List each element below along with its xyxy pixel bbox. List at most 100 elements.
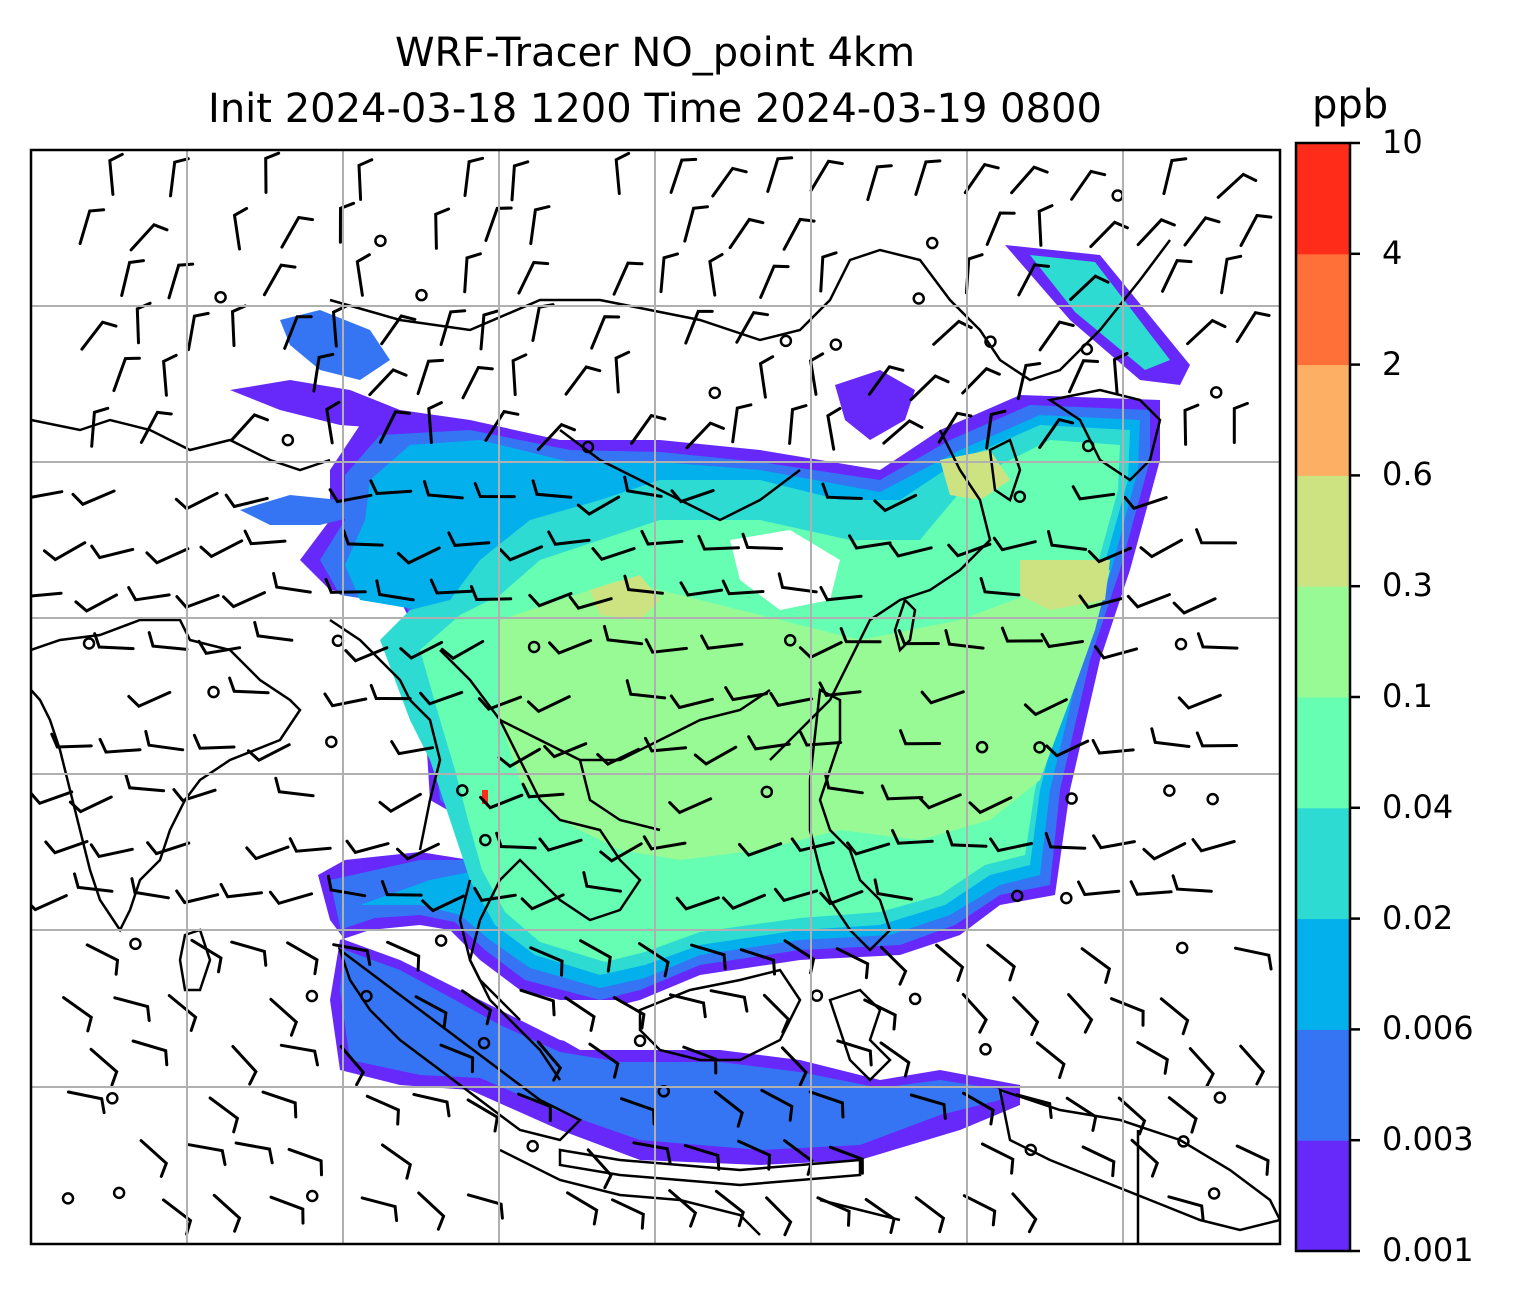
wind-barb: [286, 941, 319, 976]
wind-barb: [1171, 874, 1213, 893]
wind-barb: [777, 572, 818, 594]
colorbar-tick-label: 0.001: [1382, 1231, 1474, 1269]
wind-barb: [880, 784, 924, 801]
wind-barb: [1065, 1096, 1098, 1132]
wind-barb: [473, 886, 517, 903]
wind-barb: [769, 691, 814, 707]
wind-barb: [816, 1196, 851, 1227]
wind-barb: [434, 207, 451, 250]
wind-barb: [369, 683, 412, 701]
wind-barb: [1023, 698, 1068, 717]
calm-marker: [456, 784, 469, 797]
wind-barb: [419, 690, 464, 706]
field-ne-streak-inner: [1030, 255, 1170, 370]
calm-marker: [61, 1192, 75, 1205]
wind-barb: [1191, 838, 1236, 853]
calm-marker: [1177, 1135, 1190, 1148]
wind-barb: [323, 692, 368, 708]
colorbar-tick-label: 0.003: [1382, 1120, 1474, 1159]
wind-barb: [253, 620, 294, 642]
wind-barb: [683, 205, 709, 243]
field-hotspot: [482, 790, 488, 804]
wind-barb: [979, 576, 1021, 597]
wind-barb: [566, 1191, 599, 1226]
wind-barb: [272, 572, 312, 594]
wind-barb: [867, 365, 905, 396]
wind-barb: [312, 352, 335, 393]
wind-barb: [819, 251, 838, 293]
colorbar-tick-label: 0.1: [1382, 677, 1433, 715]
wind-barb: [192, 733, 236, 750]
wind-barb: [230, 413, 269, 442]
wind-barb: [1081, 1145, 1116, 1178]
wind-barb: [423, 480, 464, 500]
wind-barb: [873, 493, 918, 513]
wind-barb: [1162, 157, 1188, 196]
wind-barb: [848, 534, 892, 550]
calm-marker: [374, 234, 387, 248]
wind-barb: [274, 776, 315, 798]
wind-barb: [269, 997, 299, 1037]
wind-barb: [1010, 165, 1049, 195]
wind-barb: [325, 400, 341, 445]
map-frame: [29, 148, 1282, 1246]
wind-barb: [439, 1043, 475, 1074]
wind-barb: [517, 1092, 552, 1122]
wind-barb: [222, 591, 266, 609]
wind-barb: [808, 1090, 845, 1119]
wind-barb: [1183, 403, 1200, 446]
wind-barb: [564, 365, 602, 396]
wind-barb: [479, 309, 499, 351]
wind-barb: [399, 640, 444, 660]
wind-barb: [231, 1045, 258, 1086]
wind-barb: [714, 1189, 745, 1228]
calm-marker: [760, 785, 774, 799]
wind-barb: [920, 690, 965, 705]
wind-barb: [98, 737, 142, 754]
wind-barb: [360, 1196, 399, 1222]
calm-marker: [477, 1036, 491, 1050]
wind-barb: [1167, 1195, 1205, 1222]
wind-barb: [640, 529, 684, 546]
wind-barb: [1011, 1192, 1038, 1234]
wind-barb: [427, 401, 443, 444]
wind-barb: [760, 1088, 794, 1122]
wind-barb: [961, 366, 1001, 395]
wind-barb: [526, 695, 571, 714]
field-gap-bay: [540, 1000, 660, 1050]
wind-barb: [521, 782, 565, 799]
wind-barb: [1069, 274, 1110, 301]
wind-barb: [568, 595, 613, 610]
wind-barb: [623, 475, 663, 498]
wind-barb: [809, 159, 844, 192]
wind-barb: [669, 993, 707, 1019]
wind-barb: [187, 1143, 227, 1166]
wind-barb: [986, 943, 1016, 982]
wind-barb: [737, 1139, 772, 1171]
wind-barb: [342, 529, 384, 547]
wind-barb: [685, 421, 725, 450]
wind-barb: [1015, 1093, 1053, 1119]
wind-barb: [836, 1039, 873, 1067]
wind-barb: [332, 943, 372, 966]
wind-barb: [120, 259, 145, 297]
field-olive-layer-east: [1020, 560, 1110, 610]
wind-barb: [586, 1148, 613, 1190]
wind-barb: [985, 409, 1007, 450]
wind-barb: [917, 793, 962, 810]
calm-marker: [1024, 1143, 1038, 1157]
field-north-wisp: [230, 380, 470, 430]
wind-barb: [602, 624, 644, 646]
wind-barb: [528, 592, 573, 608]
wind-barb: [1150, 727, 1191, 748]
colorbar-tick-label: 0.006: [1382, 1009, 1474, 1048]
wind-barb: [788, 404, 808, 445]
wind-barb: [287, 1147, 323, 1177]
wind-barb: [1091, 739, 1135, 755]
wind-barb: [888, 543, 933, 558]
wind-barb: [324, 577, 367, 594]
colorbar-tick-label: 0.3: [1382, 566, 1433, 605]
wind-barb: [396, 546, 441, 565]
wind-barb: [31, 490, 64, 499]
wind-barb: [835, 947, 870, 980]
